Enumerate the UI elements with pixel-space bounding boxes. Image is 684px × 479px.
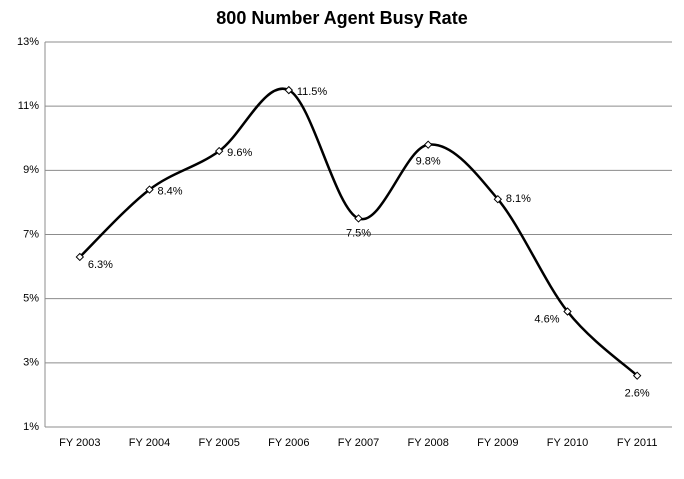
chart-title: 800 Number Agent Busy Rate: [216, 8, 467, 28]
x-tick-label: FY 2004: [129, 437, 170, 449]
x-tick-label: FY 2005: [198, 437, 239, 449]
data-label: 9.8%: [416, 156, 441, 168]
marker: [354, 214, 363, 223]
marker: [284, 85, 294, 95]
data-label: 2.6%: [625, 388, 650, 400]
marker: [75, 252, 85, 262]
data-label: 4.6%: [534, 313, 559, 325]
x-tick-label: FY 2009: [477, 437, 518, 449]
marker: [145, 185, 154, 194]
data-label: 9.6%: [227, 147, 252, 159]
data-label: 6.3%: [88, 259, 113, 271]
x-tick-label: FY 2007: [338, 437, 379, 449]
marker: [563, 307, 572, 316]
marker: [423, 140, 433, 149]
marker: [214, 146, 224, 156]
data-label: 8.4%: [158, 185, 183, 197]
y-tick-label: 5%: [23, 293, 39, 305]
y-tick-label: 7%: [23, 228, 39, 240]
y-tick-label: 13%: [17, 36, 39, 48]
y-tick-label: 9%: [23, 164, 39, 176]
x-tick-label: FY 2011: [617, 437, 658, 449]
x-tick-label: FY 2010: [547, 437, 588, 449]
marker: [493, 195, 503, 204]
x-tick-label: FY 2008: [407, 437, 448, 449]
x-tick-label: FY 2006: [268, 437, 309, 449]
data-label: 8.1%: [506, 193, 531, 205]
y-tick-label: 11%: [18, 100, 39, 112]
x-tick-label: FY 2003: [59, 437, 100, 449]
y-tick-label: 3%: [23, 357, 39, 369]
data-label: 11.5%: [297, 86, 328, 98]
marker: [632, 371, 642, 380]
y-tick-label: 1%: [23, 421, 39, 433]
data-label: 7.5%: [346, 227, 371, 239]
